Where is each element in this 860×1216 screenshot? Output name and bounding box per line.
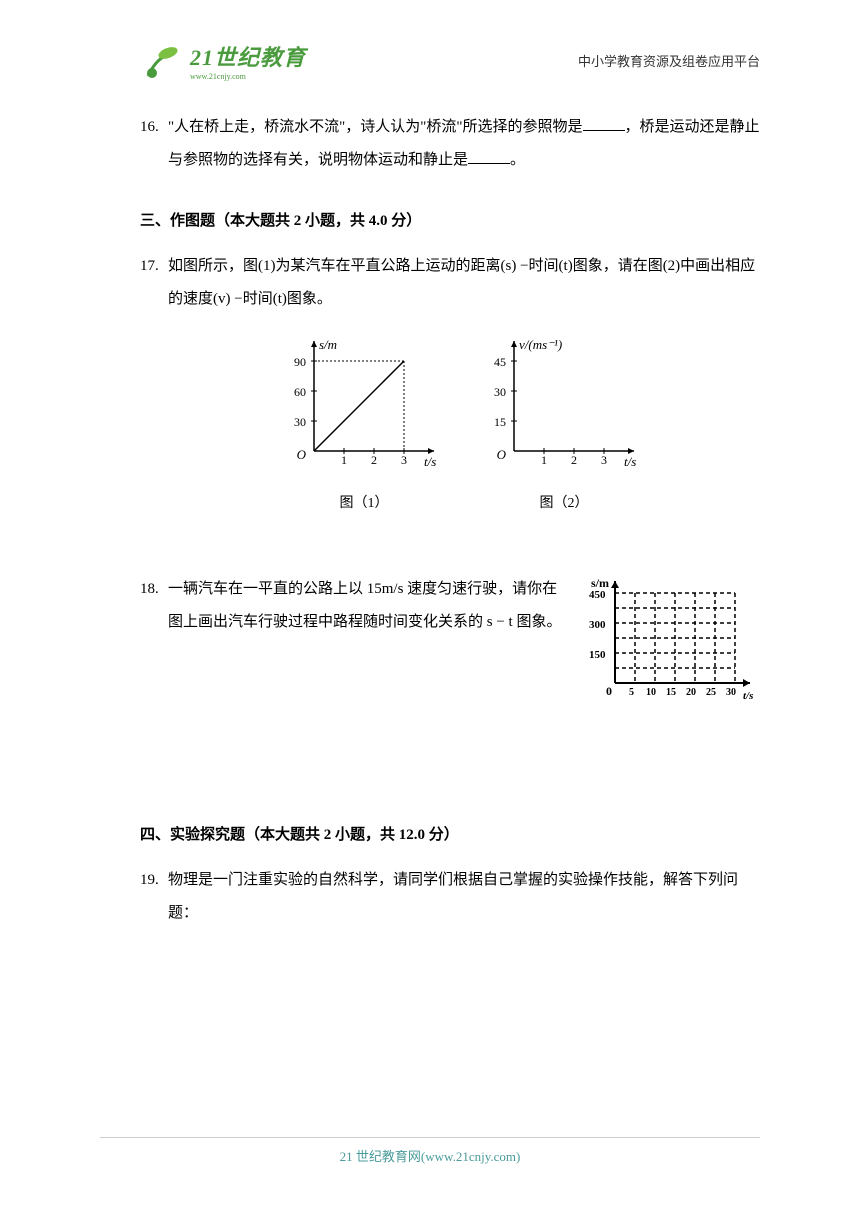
svg-text:150: 150 (589, 649, 606, 661)
svg-text:t/s: t/s (624, 454, 636, 469)
svg-text:t/s: t/s (424, 454, 436, 469)
q18-body: 一辆汽车在一平直的公路上以 15m/s 速度匀速行驶，请你在图上画出汽车行驶过程… (168, 573, 760, 716)
q18-text: 一辆汽车在一平直的公路上以 15m/s 速度匀速行驶，请你在图上画出汽车行驶过程… (168, 573, 565, 639)
question-18: 18. 一辆汽车在一平直的公路上以 15m/s 速度匀速行驶，请你在图上画出汽车… (140, 573, 760, 716)
svg-text:O: O (297, 447, 307, 462)
svg-text:5: 5 (629, 687, 634, 698)
main-content: 16. "人在桥上走，桥流水不流"，诗人认为"桥流"所选择的参照物是，桥是运动还… (0, 91, 860, 930)
svg-text:30: 30 (726, 687, 736, 698)
svg-text:s/m: s/m (591, 576, 609, 590)
q17-graph1-label: 图（1） (284, 489, 444, 520)
svg-text:60: 60 (294, 385, 306, 399)
q18-number: 18. (140, 573, 168, 716)
svg-text:0: 0 (606, 684, 612, 698)
q17-graph1-box: s/m t/s O 30 60 90 1 2 3 (284, 331, 444, 520)
footer-text: 21 世纪教育网(www.21cnjy.com) (340, 1149, 521, 1164)
q16-text-3: 。 (510, 152, 525, 168)
q16-number: 16. (140, 111, 168, 177)
q16-body: "人在桥上走，桥流水不流"，诗人认为"桥流"所选择的参照物是，桥是运动还是静止与… (168, 111, 760, 177)
page-footer: 21 世纪教育网(www.21cnjy.com) (100, 1137, 760, 1166)
q16-blank-1 (583, 113, 625, 131)
svg-text:20: 20 (686, 687, 696, 698)
header-right-text: 中小学教育资源及组卷应用平台 (578, 51, 760, 70)
q17-graph1-svg: s/m t/s O 30 60 90 1 2 3 (284, 331, 444, 471)
logo-area: 21世纪教育 www.21cnjy.com (140, 40, 306, 81)
logo-subtitle: www.21cnjy.com (190, 72, 306, 81)
svg-text:t/s: t/s (743, 690, 753, 702)
svg-text:300: 300 (589, 619, 606, 631)
question-16: 16. "人在桥上走，桥流水不流"，诗人认为"桥流"所选择的参照物是，桥是运动还… (140, 111, 760, 177)
q18-graph-svg: s/m t/s 0 150 300 450 5 10 15 20 25 30 (585, 573, 760, 703)
svg-text:25: 25 (706, 687, 716, 698)
q19-number: 19. (140, 864, 168, 930)
svg-text:15: 15 (494, 415, 506, 429)
svg-text:45: 45 (494, 355, 506, 369)
q17-graph2-box: v/(ms⁻¹) t/s O 15 30 45 1 2 3 (484, 331, 644, 520)
svg-text:1: 1 (341, 453, 347, 467)
logo-text-wrapper: 21世纪教育 www.21cnjy.com (190, 40, 306, 81)
svg-text:450: 450 (589, 589, 606, 601)
svg-text:O: O (497, 447, 507, 462)
svg-text:2: 2 (371, 453, 377, 467)
svg-text:2: 2 (571, 453, 577, 467)
q16-text-1: "人在桥上走，桥流水不流"，诗人认为"桥流"所选择的参照物是 (168, 119, 583, 135)
svg-text:s/m: s/m (319, 337, 337, 352)
q17-text: 如图所示，图(1)为某汽车在平直公路上运动的距离(s) −时间(t)图象，请在图… (168, 258, 755, 307)
q17-body: 如图所示，图(1)为某汽车在平直公路上运动的距离(s) −时间(t)图象，请在图… (168, 250, 760, 545)
svg-text:v/(ms⁻¹): v/(ms⁻¹) (519, 337, 562, 352)
q17-graph2-label: 图（2） (484, 489, 644, 520)
svg-text:30: 30 (494, 385, 506, 399)
q16-blank-2 (468, 146, 510, 164)
section-3-title: 三、作图题（本大题共 2 小题，共 4.0 分） (140, 205, 760, 238)
section-4-title: 四、实验探究题（本大题共 2 小题，共 12.0 分） (140, 819, 760, 852)
question-17: 17. 如图所示，图(1)为某汽车在平直公路上运动的距离(s) −时间(t)图象… (140, 250, 760, 545)
svg-text:3: 3 (601, 453, 607, 467)
question-19: 19. 物理是一门注重实验的自然科学，请同学们根据自己掌握的实验操作技能，解答下… (140, 864, 760, 930)
logo-text: 21世纪教育 (190, 40, 306, 72)
q17-number: 17. (140, 250, 168, 545)
q18-graph-box: s/m t/s 0 150 300 450 5 10 15 20 25 30 (585, 573, 760, 716)
svg-text:90: 90 (294, 355, 306, 369)
page-header: 21世纪教育 www.21cnjy.com 中小学教育资源及组卷应用平台 (0, 0, 860, 91)
q19-body: 物理是一门注重实验的自然科学，请同学们根据自己掌握的实验操作技能，解答下列问题： (168, 864, 760, 930)
svg-text:3: 3 (401, 453, 407, 467)
logo-icon (140, 41, 185, 81)
svg-text:30: 30 (294, 415, 306, 429)
svg-text:15: 15 (666, 687, 676, 698)
svg-text:1: 1 (541, 453, 547, 467)
spacer (140, 744, 760, 804)
svg-text:10: 10 (646, 687, 656, 698)
q17-graph2-svg: v/(ms⁻¹) t/s O 15 30 45 1 2 3 (484, 331, 644, 471)
q17-graphs: s/m t/s O 30 60 90 1 2 3 (168, 331, 760, 520)
